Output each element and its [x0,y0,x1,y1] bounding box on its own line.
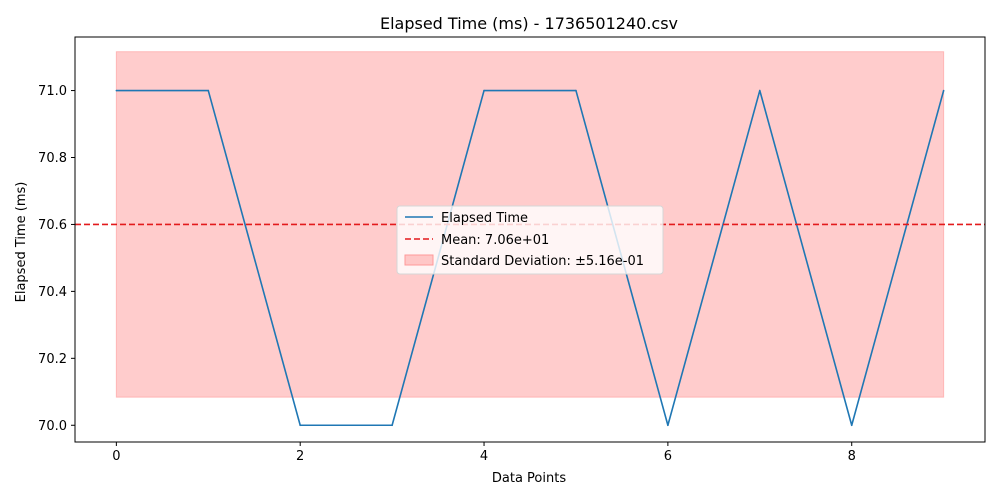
data-point [575,89,577,92]
chart-title: Elapsed Time (ms) - 1736501240.csv [380,14,678,33]
data-point [115,89,118,92]
y-axis-label: Elapsed Time (ms) [14,182,29,303]
y-tick-label: 70.4 [38,285,67,300]
legend-swatch-std [404,254,434,266]
data-point [667,424,669,427]
x-axis-label: Data Points [492,471,566,486]
y-tick-label: 71.0 [38,84,67,99]
x-tick-label: 0 [112,449,120,464]
legend-box [396,205,664,275]
legend: Elapsed Time Mean: 7.06e+01 Standard Dev… [396,205,664,275]
y-tick-label: 70.0 [38,419,67,434]
data-point [391,424,393,427]
y-tick-label: 70.6 [38,218,67,233]
legend-label-elapsed-time: Elapsed Time [441,211,528,226]
x-tick-label: 2 [296,449,304,464]
x-tick-label: 6 [664,449,672,464]
series-line-0 [116,89,945,427]
legend-label-mean: Mean: 7.06e+01 [441,233,549,248]
data-point [850,424,853,427]
data-point [207,89,210,92]
plot-area: 0 2 4 6 8 70.0 70.2 70.4 70.6 70.8 71.0 [38,36,986,464]
data-point [299,424,302,427]
y-tick-label: 70.8 [38,151,67,166]
data-point [758,89,761,92]
data-point [942,89,945,92]
axes-frame [74,36,986,443]
x-tick-label: 8 [848,449,856,464]
legend-label-std: Standard Deviation: ±5.16e-01 [441,254,644,269]
data-point [483,89,485,92]
y-tick-label: 70.2 [38,352,67,367]
x-tick-label: 4 [480,449,488,464]
